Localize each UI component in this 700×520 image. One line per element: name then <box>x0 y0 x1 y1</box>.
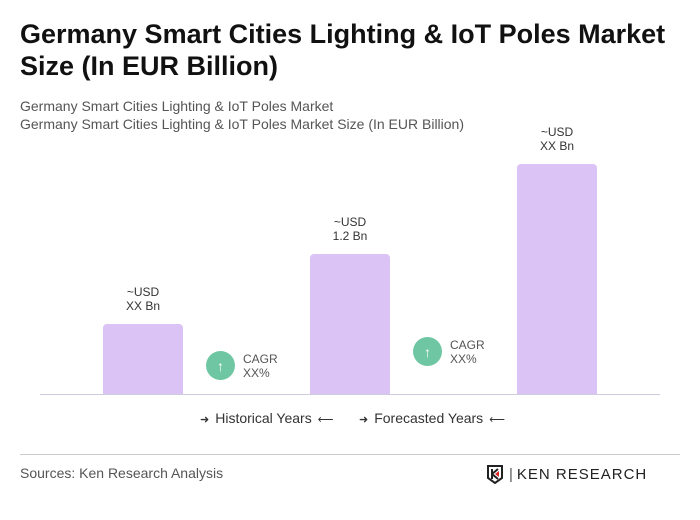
legend-forecasted: ➜ Forecasted Years ⟵ <box>359 410 505 426</box>
arrow-up-icon: ↑ <box>206 351 235 380</box>
page-title: Germany Smart Cities Lighting & IoT Pole… <box>20 19 666 81</box>
divider <box>20 454 680 455</box>
arrow-up-icon: ↑ <box>413 337 442 366</box>
ken-research-logo: | KEN RESEARCH <box>486 464 647 484</box>
cagr-badge-2: ↑ CAGR XX% <box>413 337 485 366</box>
cagr-badge-1: ↑ CAGR XX% <box>206 351 278 380</box>
bar-label-2: ~USD 1.2 Bn <box>332 215 368 243</box>
bar-2 <box>310 254 390 394</box>
bar-3 <box>517 164 597 394</box>
bar-label-1: ~USD XX Bn <box>125 285 161 313</box>
x-axis <box>40 394 660 395</box>
subtitle: Germany Smart Cities Lighting & IoT Pole… <box>20 98 334 114</box>
bar-1 <box>103 324 183 394</box>
bar-label-3: ~USD XX Bn <box>539 125 575 153</box>
source-note: Sources: Ken Research Analysis <box>20 465 224 481</box>
subtitle-2: Germany Smart Cities Lighting & IoT Pole… <box>20 116 465 132</box>
logo-icon <box>487 465 503 484</box>
legend-historical: ➜ Historical Years ⟵ <box>200 410 334 426</box>
